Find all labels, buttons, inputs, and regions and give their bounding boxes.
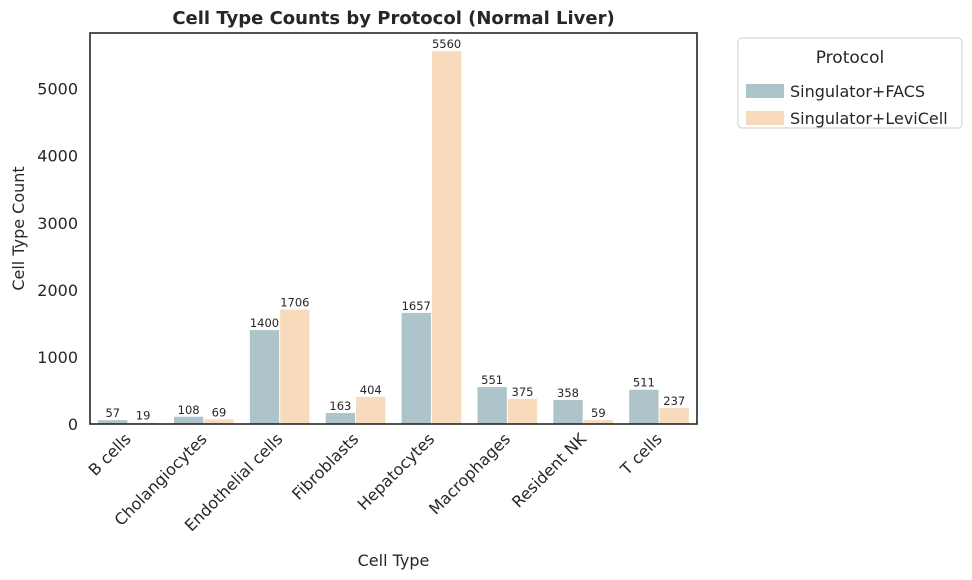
bar	[659, 408, 689, 424]
bar-value-label: 511	[633, 376, 655, 390]
bar	[280, 309, 310, 424]
legend-label: Singulator+LeviCell	[790, 109, 948, 128]
bar	[431, 51, 462, 424]
bar-value-label: 69	[212, 405, 227, 419]
y-tick-label: 3000	[37, 214, 78, 233]
bar-value-label: 59	[591, 406, 606, 420]
bar	[356, 396, 386, 424]
x-axis-label: Cell Type	[358, 551, 430, 570]
y-tick-label: 1000	[37, 348, 78, 367]
legend-box	[737, 37, 963, 129]
legend-items: Singulator+FACS Singulator+LeviCell	[746, 82, 948, 128]
y-tick-label: 5000	[37, 80, 78, 99]
bar	[553, 399, 583, 424]
x-tick-label: Fibroblasts	[288, 429, 362, 503]
y-tick-label: 0	[68, 415, 78, 434]
bar-value-label: 404	[360, 383, 382, 397]
y-tick-label: 4000	[37, 147, 78, 166]
bar-value-label: 163	[329, 399, 351, 413]
x-tick-label: Macrophages	[425, 429, 514, 518]
bar-value-label: 1706	[280, 296, 309, 310]
bar-value-label: 19	[136, 409, 151, 423]
bar-value-label: 358	[557, 386, 579, 400]
bar-value-label: 375	[512, 385, 534, 399]
bar-value-label: 237	[663, 394, 685, 408]
bar-value-label: 1657	[402, 299, 431, 313]
bar-value-label: 1400	[250, 316, 279, 330]
bar-value-label: 5560	[432, 37, 461, 51]
legend: Protocol Singulator+FACS Singulator+LeviC…	[737, 37, 963, 129]
bar	[98, 420, 128, 424]
bar	[173, 416, 204, 424]
x-tick-label: Hepatocytes	[354, 429, 439, 514]
x-tick-label: T cells	[616, 429, 666, 479]
plot-frame	[89, 32, 698, 425]
legend-title: Protocol	[816, 48, 885, 68]
chart-title: Cell Type Counts by Protocol (Normal Liv…	[172, 8, 614, 29]
bar	[249, 330, 280, 424]
y-tick-label: 2000	[37, 281, 78, 300]
bar	[204, 419, 234, 424]
bar	[477, 387, 507, 424]
bar	[325, 413, 356, 424]
y-axis-label: Cell Type Count	[9, 166, 28, 290]
bar-value-label: 108	[178, 403, 200, 417]
bar	[629, 389, 659, 424]
y-tick-labels: 0 1000 2000 3000 4000 5000	[37, 80, 78, 434]
bar	[401, 312, 431, 424]
x-tick-label: B cells	[85, 429, 135, 479]
legend-swatch	[746, 111, 784, 125]
legend-swatch	[746, 84, 784, 98]
legend-label: Singulator+FACS	[790, 82, 925, 101]
bar-value-label: 551	[481, 373, 503, 387]
bar-value-label: 57	[105, 406, 120, 420]
bar	[507, 398, 538, 424]
bar	[583, 420, 614, 424]
x-tick-label: Resident NK	[508, 429, 590, 511]
